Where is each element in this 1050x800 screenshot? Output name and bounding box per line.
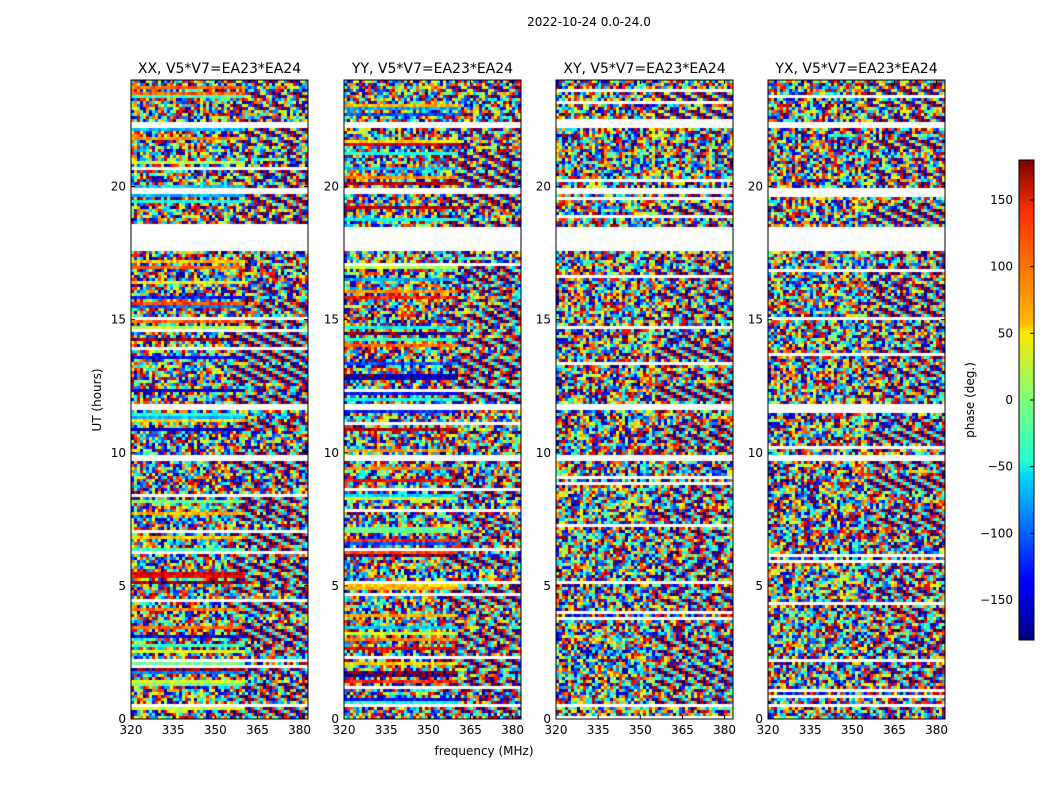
y-tick-label: 20: [324, 180, 339, 194]
figure-title: 2022-10-24 0.0-24.0: [527, 15, 651, 29]
y-tick-label: 0: [543, 712, 551, 726]
x-tick-label: 335: [799, 723, 822, 737]
panel-title: XY, V5*V7=EA23*EA24: [563, 61, 725, 77]
phase-heatmap-canvas: [131, 80, 308, 719]
x-tick-label: 335: [162, 723, 185, 737]
x-tick-label: 320: [545, 723, 568, 737]
colorbar-tick-label: −100: [980, 526, 1013, 540]
x-tick-label: 320: [333, 723, 356, 737]
colorbar-tick-label: 0: [1005, 393, 1013, 407]
y-axis-label: UT (hours): [90, 368, 104, 431]
y-tick-label: 20: [536, 180, 551, 194]
y-tick-label: 5: [543, 579, 551, 593]
y-tick-label: 15: [111, 313, 126, 327]
y-tick-label: 15: [536, 313, 551, 327]
colorbar-tick-label: 150: [990, 193, 1013, 207]
heatmap-yy: [344, 80, 521, 719]
panel-title: YY, V5*V7=EA23*EA24: [351, 61, 513, 77]
x-tick-label: 350: [629, 723, 652, 737]
x-tick-label: 380: [288, 723, 311, 737]
x-tick-label: 380: [713, 723, 736, 737]
panel-yy: YY, V5*V7=EA23*EA24 320 335 350 365 380 0 5 10 15…: [324, 61, 524, 737]
x-tick-label: 365: [671, 723, 694, 737]
x-tick-label: 365: [459, 723, 482, 737]
y-tick-label: 15: [324, 313, 339, 327]
y-tick-label: 10: [324, 446, 339, 460]
colorbar-label: phase (deg.): [963, 362, 977, 438]
panel-title: XX, V5*V7=EA23*EA24: [138, 61, 301, 77]
x-tick-label: 320: [120, 723, 143, 737]
panels: XX, V5*V7=EA23*EA24 320 335 350 365 380 0 5 10 15…: [111, 61, 948, 737]
panel-frame: [130, 79, 309, 720]
y-tick-label: 15: [748, 313, 763, 327]
x-axis-label: frequency (MHz): [434, 744, 533, 758]
y-tick-label: 0: [755, 712, 763, 726]
x-tick-label: 350: [417, 723, 440, 737]
y-tick-label: 10: [111, 446, 126, 460]
phase-heatmap-canvas: [556, 80, 733, 719]
y-tick-label: 0: [118, 712, 126, 726]
x-tick-label: 320: [757, 723, 780, 737]
y-tick-label: 5: [118, 579, 126, 593]
y-tick-label: 20: [748, 180, 763, 194]
colorbar-ticks: −150 −100 −50 0 50 100 150: [980, 193, 1034, 607]
phase-heatmap-canvas: [768, 80, 945, 719]
y-tick-label: 0: [331, 712, 339, 726]
x-tick-label: 350: [841, 723, 864, 737]
colorbar: −150 −100 −50 0 50 100 150 phase (deg.): [963, 159, 1035, 641]
y-tick-label: 10: [536, 446, 551, 460]
colorbar-tick-label: 100: [990, 260, 1013, 274]
x-tick-label: 350: [204, 723, 227, 737]
y-tick-label: 20: [111, 180, 126, 194]
y-tick-label: 10: [748, 446, 763, 460]
x-tick-label: 365: [246, 723, 269, 737]
panel-frame: [343, 79, 522, 720]
colorbar-tick-label: −50: [988, 460, 1013, 474]
x-tick-label: 365: [883, 723, 906, 737]
x-tick-label: 380: [925, 723, 948, 737]
panel-frame: [555, 79, 734, 720]
panel-frame: [767, 79, 946, 720]
heatmap-yx: [768, 80, 945, 719]
colorbar-tick-label: −150: [980, 593, 1013, 607]
x-tick-label: 335: [375, 723, 398, 737]
y-tick-label: 5: [331, 579, 339, 593]
x-tick-label: 380: [501, 723, 524, 737]
colorbar-tick-label: 50: [998, 326, 1013, 340]
heatmap-xy: [556, 80, 733, 719]
heatmap-xx: [131, 80, 308, 719]
phase-heatmap-canvas: [344, 80, 521, 719]
panel-xy: XY, V5*V7=EA23*EA24 320 335 350 365 380 0 5 10 15…: [536, 61, 736, 737]
panel-title: YX, V5*V7=EA23*EA24: [774, 61, 937, 77]
panel-yx: YX, V5*V7=EA23*EA24 320 335 350 365 380 0 5 10 15…: [748, 61, 948, 737]
panel-xx: XX, V5*V7=EA23*EA24 320 335 350 365 380 0 5 10 15…: [111, 61, 311, 737]
y-tick-label: 5: [755, 579, 763, 593]
x-tick-label: 335: [587, 723, 610, 737]
